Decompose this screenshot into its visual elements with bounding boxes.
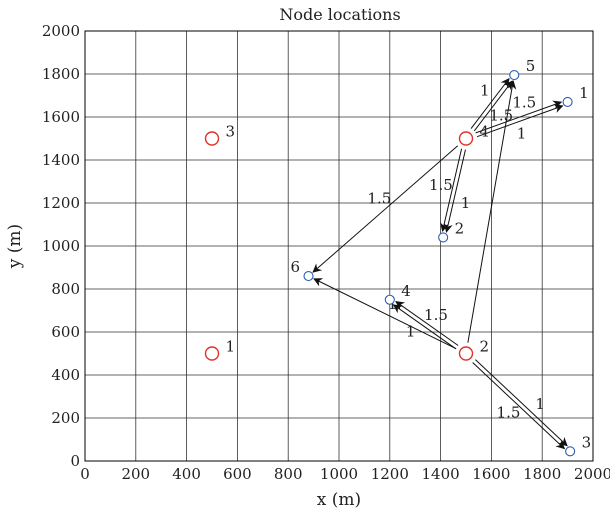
base-station-node xyxy=(458,131,474,146)
link-weight-label: 1.5 xyxy=(424,306,448,324)
x-tick-label: 1400 xyxy=(422,465,460,483)
x-tick-label: 0 xyxy=(80,465,90,483)
base-station-node xyxy=(204,346,220,361)
node-label: 6 xyxy=(291,258,301,276)
x-tick-label: 1800 xyxy=(523,465,561,483)
link-weight-label: 1.5 xyxy=(429,176,453,194)
base-station-node xyxy=(204,131,220,146)
sensor-node xyxy=(384,294,395,305)
x-tick-label: 200 xyxy=(121,465,150,483)
link-arrow xyxy=(395,301,459,346)
link-weight-label: 1 xyxy=(461,194,471,212)
sensor-node xyxy=(562,96,573,107)
y-tick-label: 1800 xyxy=(42,65,80,83)
link-arrow xyxy=(470,77,510,129)
x-tick-label: 600 xyxy=(223,465,252,483)
x-tick-label: 1600 xyxy=(472,465,510,483)
link-weight-label: 1 xyxy=(480,82,490,100)
sensor-node xyxy=(565,446,576,457)
node-label: 4 xyxy=(480,123,490,141)
link-weight-label: 1.5 xyxy=(367,189,391,207)
link-arrow xyxy=(313,278,457,350)
y-tick-label: 600 xyxy=(51,323,80,341)
node-label: 1 xyxy=(579,84,589,102)
link-arrow xyxy=(475,359,568,447)
y-tick-label: 1000 xyxy=(42,237,80,255)
x-tick-label: 800 xyxy=(274,465,303,483)
node-label: 1 xyxy=(226,338,236,356)
sensor-node xyxy=(303,271,314,282)
y-tick-label: 400 xyxy=(51,366,80,384)
y-tick-label: 0 xyxy=(70,452,80,470)
link-weight-label: 1.5 xyxy=(489,106,513,124)
node-label: 2 xyxy=(455,219,465,237)
link-weight-label: 1.5 xyxy=(512,94,536,112)
link-arrow xyxy=(392,304,457,350)
link-weight-label: 1.5 xyxy=(497,404,521,422)
x-tick-label: 2000 xyxy=(574,465,610,483)
x-tick-label: 400 xyxy=(172,465,201,483)
sensor-node xyxy=(438,232,449,243)
link-arrow xyxy=(443,149,466,233)
sensor-node xyxy=(509,70,520,81)
x-tick-label: 1200 xyxy=(371,465,409,483)
x-axis-label: x (m) xyxy=(317,490,361,510)
link-weight-label: 1 xyxy=(535,395,545,413)
link-weight-label: 1 xyxy=(388,295,398,313)
link-arrow xyxy=(476,104,564,138)
chart-title: Node locations xyxy=(279,5,400,24)
x-tick-label: 1000 xyxy=(320,465,358,483)
y-tick-label: 2000 xyxy=(42,22,80,40)
tick-labels: 0 200 400 600 800 1000 1200 1400 1600 1800 2000020… xyxy=(42,22,610,483)
link-arrow xyxy=(475,100,563,134)
node-label: 3 xyxy=(226,123,236,141)
link-arrow xyxy=(473,80,513,132)
node-label: 2 xyxy=(480,338,490,356)
node-label: 4 xyxy=(401,282,411,300)
y-tick-label: 1400 xyxy=(42,151,80,169)
link-arrow xyxy=(312,145,459,273)
base-station-node xyxy=(458,346,474,361)
link-arrow xyxy=(439,148,463,232)
link-arrow xyxy=(467,80,517,343)
link-weight-label: 1 xyxy=(406,323,416,341)
grid xyxy=(85,31,593,461)
y-tick-label: 1600 xyxy=(42,108,80,126)
y-tick-label: 800 xyxy=(51,280,80,298)
y-tick-label: 1200 xyxy=(42,194,80,212)
y-tick-label: 200 xyxy=(51,409,80,427)
link-weight-label: 1 xyxy=(517,124,527,142)
plot-frame xyxy=(84,30,594,462)
node-label: 3 xyxy=(582,433,592,451)
y-axis-label: y (m) xyxy=(5,224,25,269)
link-arrow xyxy=(472,362,566,450)
node-label: 5 xyxy=(526,57,536,75)
